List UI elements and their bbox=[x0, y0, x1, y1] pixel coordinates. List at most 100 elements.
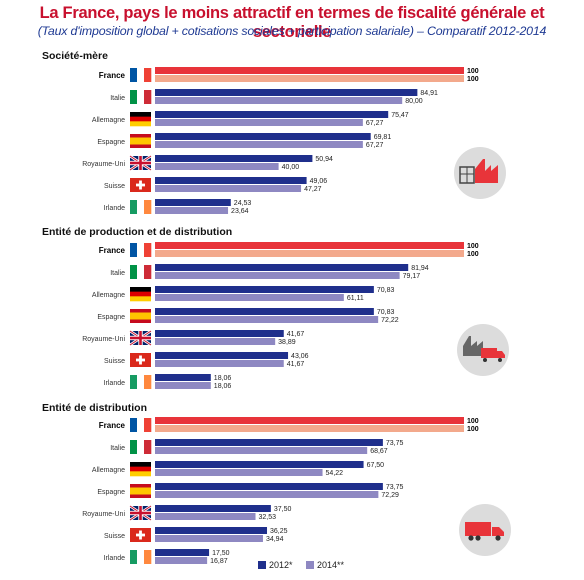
bar-2012 bbox=[155, 67, 464, 74]
value-label-2012: 70,83 bbox=[377, 309, 395, 316]
legend: 2012* 2014** bbox=[258, 560, 345, 570]
country-label: Suisse bbox=[104, 183, 125, 190]
value-label-2012: 75,47 bbox=[391, 112, 409, 119]
value-label-2014: 23,64 bbox=[231, 208, 249, 215]
flag-spain-icon bbox=[130, 134, 151, 148]
bar-2014 bbox=[155, 491, 379, 498]
flag-spain-icon bbox=[130, 309, 151, 323]
bar-2014 bbox=[155, 316, 379, 323]
flag-uk-icon bbox=[129, 329, 152, 347]
country-label: Allemagne bbox=[92, 117, 125, 124]
bar-2014 bbox=[155, 250, 464, 257]
section-title: Entité de production et de distribution bbox=[42, 226, 232, 238]
value-label-2014: 34,94 bbox=[266, 536, 284, 543]
value-label-2014: 72,29 bbox=[381, 492, 399, 499]
value-label-2014: 41,67 bbox=[287, 361, 305, 368]
bar-2014 bbox=[155, 447, 368, 454]
country-label: France bbox=[99, 421, 126, 430]
value-label-2012: 37,50 bbox=[274, 506, 292, 513]
value-label-2014: 67,27 bbox=[366, 142, 384, 149]
value-label-2012: 70,83 bbox=[377, 287, 395, 294]
country-label: Suisse bbox=[104, 358, 125, 365]
value-label-2012: 81,94 bbox=[411, 265, 429, 272]
bar-2014 bbox=[155, 207, 229, 214]
bar-2012 bbox=[155, 483, 383, 490]
value-label-2014: 79,17 bbox=[403, 273, 421, 280]
bar-2012 bbox=[155, 505, 271, 512]
country-label: Irlande bbox=[104, 380, 126, 387]
value-label-2014: 72,22 bbox=[381, 317, 399, 324]
bar-2012 bbox=[155, 155, 313, 162]
country-label: Italie bbox=[110, 95, 125, 102]
flag-germany-icon bbox=[130, 462, 151, 477]
bar-2012 bbox=[155, 417, 464, 424]
flag-italy-icon bbox=[130, 265, 152, 279]
bar-2014 bbox=[155, 75, 464, 82]
legend-label: 2012* bbox=[269, 560, 293, 570]
flag-germany-icon bbox=[130, 287, 151, 302]
flag-italy-icon bbox=[130, 90, 152, 104]
bar-2014 bbox=[155, 185, 302, 192]
bar-2012 bbox=[155, 308, 374, 315]
value-label-2012: 67,50 bbox=[367, 462, 385, 469]
bar-2014 bbox=[155, 97, 403, 104]
flag-switzerland-icon bbox=[130, 528, 151, 542]
country-label: Royaume-Uni bbox=[82, 336, 125, 343]
value-label-2014: 16,87 bbox=[210, 558, 228, 565]
value-label-2012: 50,94 bbox=[315, 156, 333, 163]
flag-uk-icon bbox=[129, 154, 152, 172]
value-label-2014: 68,67 bbox=[370, 448, 388, 455]
flag-ireland-icon bbox=[130, 200, 152, 214]
country-label: Irlande bbox=[104, 555, 126, 562]
bar-2014 bbox=[155, 535, 263, 542]
section-title: Entité de distribution bbox=[42, 402, 147, 414]
legend-swatch bbox=[258, 561, 266, 569]
country-label: Italie bbox=[110, 270, 125, 277]
truck-icon bbox=[459, 504, 511, 556]
flag-ireland-icon bbox=[130, 375, 152, 389]
bar-2014 bbox=[155, 294, 344, 301]
country-label: Royaume-Uni bbox=[82, 511, 125, 518]
flag-germany-icon bbox=[130, 112, 151, 127]
chart-subtitle: (Taux d'imposition global + cotisations … bbox=[37, 24, 547, 38]
bar-2012 bbox=[155, 242, 464, 249]
bar-2014 bbox=[155, 338, 276, 345]
country-label: Suisse bbox=[104, 533, 125, 540]
flag-uk-icon bbox=[129, 504, 152, 522]
bar-2014 bbox=[155, 163, 279, 170]
value-label-2012: 73,75 bbox=[386, 440, 404, 447]
country-label: Espagne bbox=[97, 489, 125, 496]
bar-2014 bbox=[155, 360, 284, 367]
value-label-2014: 100 bbox=[467, 251, 479, 258]
value-label-2012: 100 bbox=[467, 243, 479, 250]
value-label-2012: 49,06 bbox=[310, 178, 328, 185]
flag-switzerland-icon bbox=[130, 353, 151, 367]
factory-truck-icon bbox=[457, 324, 509, 376]
value-label-2012: 100 bbox=[467, 68, 479, 75]
legend-swatch bbox=[306, 561, 314, 569]
value-label-2014: 80,00 bbox=[405, 98, 423, 105]
value-label-2014: 100 bbox=[467, 426, 479, 433]
value-label-2014: 47,27 bbox=[304, 186, 322, 193]
bar-2012 bbox=[155, 330, 284, 337]
value-label-2014: 100 bbox=[467, 76, 479, 83]
value-label-2012: 24,53 bbox=[234, 200, 252, 207]
value-label-2012: 36,25 bbox=[270, 528, 288, 535]
value-label-2014: 40,00 bbox=[282, 164, 300, 171]
country-label: France bbox=[99, 246, 126, 255]
flag-italy-icon bbox=[130, 440, 152, 454]
factory-icon bbox=[454, 147, 506, 199]
flag-spain-icon bbox=[130, 484, 151, 498]
value-label-2014: 67,27 bbox=[366, 120, 384, 127]
bar-2012 bbox=[155, 111, 389, 118]
bar-2012 bbox=[155, 177, 307, 184]
bar-2012 bbox=[155, 374, 211, 381]
value-label-2012: 17,50 bbox=[212, 550, 230, 557]
chart-title: La France, pays le moins attractif en te… bbox=[39, 4, 545, 41]
country-label: Espagne bbox=[97, 139, 125, 146]
value-label-2012: 43,06 bbox=[291, 353, 309, 360]
value-label-2012: 100 bbox=[467, 418, 479, 425]
value-label-2014: 38,89 bbox=[278, 339, 296, 346]
bar-2014 bbox=[155, 141, 363, 148]
